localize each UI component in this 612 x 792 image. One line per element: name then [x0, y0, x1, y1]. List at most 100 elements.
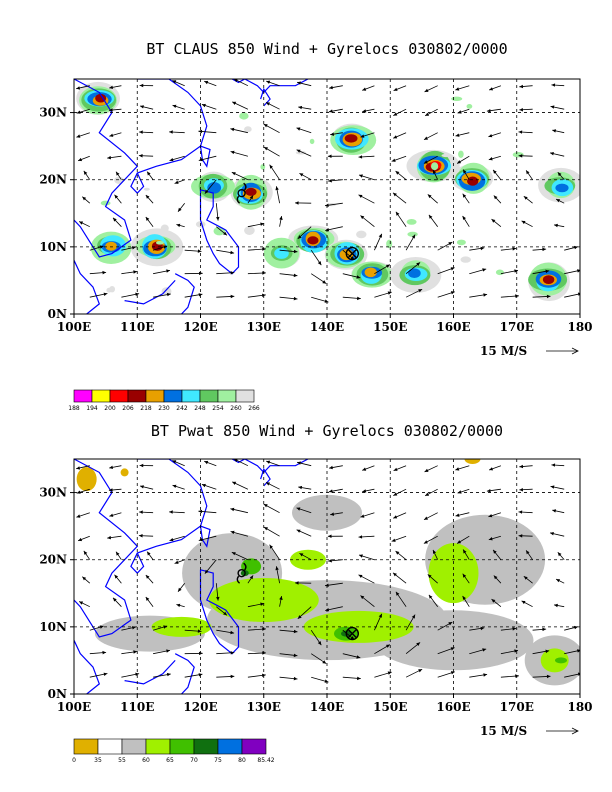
colorbar-cell [217, 389, 237, 403]
cloud-speck [213, 226, 225, 236]
cloud-speck [407, 231, 418, 237]
wind-arrow [114, 574, 122, 584]
wind-arrow [76, 85, 90, 90]
wind-arrow [564, 269, 580, 275]
wind-arrow [311, 296, 329, 303]
wind-vectors-2 [76, 459, 580, 683]
colorbar-2: 0 35 55 60 65 70 75 80 85.42 [72, 738, 275, 764]
coastline-segment [199, 569, 240, 655]
wind-arrow [374, 233, 383, 251]
wind-arrow [330, 132, 343, 136]
wind-arrow [138, 154, 154, 158]
cloud-speck [460, 256, 471, 263]
colorbar-label: 254 [212, 405, 224, 412]
wind-arrow [456, 535, 470, 544]
cloud-speck [114, 176, 124, 184]
wind-arrow [395, 591, 407, 607]
wind-arrow [247, 627, 266, 631]
wind-arrow [232, 481, 249, 490]
wind-arrow [216, 226, 228, 236]
wind-arrow [405, 668, 423, 678]
wind-arrow [139, 510, 154, 514]
wind-arrow [360, 215, 375, 228]
wind-arrow [215, 583, 220, 601]
wind-arrow [198, 155, 217, 162]
wind-arrow [500, 649, 519, 655]
wind-arrow [169, 535, 185, 542]
colorbar-cell [163, 389, 183, 403]
wind-arrow [564, 649, 580, 655]
wind-arrow [392, 192, 407, 204]
wind-arrow [486, 108, 501, 113]
y-tick-label: 20N [39, 173, 67, 187]
wind-arrow [327, 154, 343, 158]
wind-arrow [500, 674, 519, 678]
x-axis-ticks-2: 100E 110E 120E 130E 140E 150E 160E 170E 180 [57, 694, 593, 714]
wind-arrow [374, 291, 392, 298]
wind-arrow [462, 215, 470, 227]
colorbar-label: 60 [142, 757, 150, 764]
wind-arrow [198, 535, 217, 542]
wind-arrow [83, 550, 91, 560]
wind-arrow [519, 108, 533, 112]
cloud-speck [356, 230, 367, 239]
gyre-markers-2 [236, 562, 359, 641]
wind-arrow [216, 271, 235, 275]
wind-arrow [89, 625, 104, 631]
wind-arrow [172, 460, 185, 467]
wind-arrow [139, 130, 154, 134]
x-axis-ticks-1: 100E 110E 120E 130E 140E 150E 160E 170E 180 [57, 314, 593, 334]
wind-arrow [174, 559, 185, 564]
y-tick-label: 10N [39, 240, 67, 254]
wind-arrow [311, 676, 329, 683]
wind-arrow [139, 485, 154, 490]
wind-arrow [532, 649, 550, 655]
wind-arrow [486, 488, 501, 493]
wind-arrow [247, 222, 265, 228]
wind-arrow [405, 614, 416, 631]
wind-arrow [145, 574, 154, 584]
wind-arrow [78, 601, 90, 608]
wind-arrow [177, 202, 186, 212]
wind-arrow [360, 512, 375, 518]
pwat-contour [555, 657, 567, 664]
wind-arrow [518, 510, 533, 514]
wind-arrow [557, 172, 565, 180]
wind-arrow [500, 294, 519, 298]
wind-arrow [204, 460, 217, 467]
wind-arrow [393, 108, 407, 116]
cloud-contour [95, 93, 107, 103]
wind-arrow [89, 672, 108, 678]
x-tick-label: 140E [310, 320, 344, 334]
x-tick-label: 180 [567, 320, 592, 334]
wind-arrow [462, 573, 470, 584]
wind-arrow [525, 550, 533, 560]
colorbar-label: 0 [72, 757, 76, 764]
wind-arrow [298, 105, 312, 110]
tropical-cyclone-marker [236, 562, 247, 584]
wind-arrow [152, 245, 168, 251]
wind-arrow [145, 216, 154, 227]
wind-arrow [296, 529, 312, 537]
colorbar-cell [181, 389, 201, 403]
colorbar-label: 260 [230, 405, 242, 412]
wind-arrow [121, 672, 140, 678]
colorbar-cell [217, 738, 243, 755]
cloud-speck [495, 269, 504, 276]
coastline-segment [124, 659, 176, 685]
wind-arrow [310, 273, 327, 284]
wind-arrow [405, 262, 421, 275]
wind-arrow [152, 625, 168, 631]
wind-arrow [296, 149, 312, 157]
wind-arrow [393, 488, 407, 496]
coastline-segment [74, 459, 139, 638]
wind-arrow [109, 512, 122, 517]
wind-arrow [532, 674, 551, 679]
wind-arrow [265, 482, 280, 490]
wind-arrow [437, 671, 455, 678]
wind-arrow [500, 269, 519, 275]
wind-arrow [82, 196, 91, 204]
wind-arrow [310, 249, 322, 266]
cloud-speck [161, 287, 172, 296]
